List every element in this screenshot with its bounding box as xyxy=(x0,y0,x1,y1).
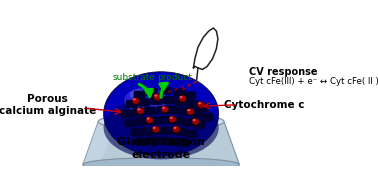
FancyBboxPatch shape xyxy=(153,127,164,135)
Ellipse shape xyxy=(153,127,156,129)
FancyBboxPatch shape xyxy=(158,137,169,145)
Ellipse shape xyxy=(153,94,161,101)
Ellipse shape xyxy=(136,107,144,114)
FancyBboxPatch shape xyxy=(157,106,169,114)
Ellipse shape xyxy=(169,116,177,123)
FancyBboxPatch shape xyxy=(175,98,187,105)
FancyBboxPatch shape xyxy=(146,89,158,96)
Ellipse shape xyxy=(180,96,183,98)
Ellipse shape xyxy=(193,119,196,121)
FancyBboxPatch shape xyxy=(131,129,143,136)
Ellipse shape xyxy=(154,94,157,97)
FancyBboxPatch shape xyxy=(151,97,162,105)
Ellipse shape xyxy=(198,102,201,104)
FancyBboxPatch shape xyxy=(187,100,198,108)
FancyBboxPatch shape xyxy=(121,110,132,118)
FancyBboxPatch shape xyxy=(184,92,196,99)
Ellipse shape xyxy=(133,98,136,101)
Text: Porous
calcium alginate: Porous calcium alginate xyxy=(0,94,96,116)
Polygon shape xyxy=(83,122,239,165)
FancyBboxPatch shape xyxy=(147,137,158,145)
Ellipse shape xyxy=(152,126,160,133)
FancyBboxPatch shape xyxy=(186,130,198,138)
Ellipse shape xyxy=(186,108,194,115)
FancyBboxPatch shape xyxy=(136,138,148,145)
Ellipse shape xyxy=(162,107,165,109)
FancyBboxPatch shape xyxy=(183,119,195,126)
Ellipse shape xyxy=(83,158,239,171)
FancyBboxPatch shape xyxy=(134,91,146,99)
FancyBboxPatch shape xyxy=(160,87,172,95)
Ellipse shape xyxy=(137,108,140,111)
FancyBboxPatch shape xyxy=(164,127,176,135)
Ellipse shape xyxy=(124,87,167,113)
Ellipse shape xyxy=(179,95,186,102)
FancyBboxPatch shape xyxy=(173,89,184,96)
FancyBboxPatch shape xyxy=(175,128,187,135)
Polygon shape xyxy=(83,122,118,165)
Ellipse shape xyxy=(170,117,173,119)
Text: CV response: CV response xyxy=(249,67,318,77)
FancyBboxPatch shape xyxy=(201,113,213,121)
Text: substrate: substrate xyxy=(113,73,156,82)
FancyBboxPatch shape xyxy=(145,107,156,115)
Ellipse shape xyxy=(147,117,150,120)
Text: Glassy carbon
electrode: Glassy carbon electrode xyxy=(117,137,205,160)
Text: Cyt cFe(lll) + e⁻ ↔ Cyt cFe( ll ): Cyt cFe(lll) + e⁻ ↔ Cyt cFe( ll ) xyxy=(249,77,378,86)
FancyBboxPatch shape xyxy=(180,108,191,115)
FancyBboxPatch shape xyxy=(126,100,138,108)
FancyBboxPatch shape xyxy=(169,138,180,145)
FancyBboxPatch shape xyxy=(197,104,208,112)
FancyBboxPatch shape xyxy=(191,110,203,118)
Ellipse shape xyxy=(132,97,139,104)
FancyBboxPatch shape xyxy=(125,119,136,127)
FancyBboxPatch shape xyxy=(148,117,159,125)
Ellipse shape xyxy=(130,89,147,100)
FancyBboxPatch shape xyxy=(136,118,148,125)
Ellipse shape xyxy=(192,118,200,125)
Ellipse shape xyxy=(197,101,205,108)
Ellipse shape xyxy=(104,96,219,159)
Ellipse shape xyxy=(173,126,180,133)
FancyBboxPatch shape xyxy=(163,96,175,104)
FancyBboxPatch shape xyxy=(132,109,144,116)
Ellipse shape xyxy=(174,127,177,129)
FancyBboxPatch shape xyxy=(178,139,190,147)
FancyBboxPatch shape xyxy=(160,116,172,124)
Text: Cytochrome c: Cytochrome c xyxy=(225,100,305,110)
FancyBboxPatch shape xyxy=(194,121,205,129)
FancyBboxPatch shape xyxy=(169,106,180,114)
FancyBboxPatch shape xyxy=(142,128,153,135)
Ellipse shape xyxy=(187,109,190,111)
FancyBboxPatch shape xyxy=(172,117,183,125)
Ellipse shape xyxy=(98,113,224,130)
Ellipse shape xyxy=(104,72,219,156)
FancyBboxPatch shape xyxy=(138,99,150,106)
Ellipse shape xyxy=(161,106,169,113)
Ellipse shape xyxy=(146,117,153,124)
Text: product: product xyxy=(157,73,192,82)
